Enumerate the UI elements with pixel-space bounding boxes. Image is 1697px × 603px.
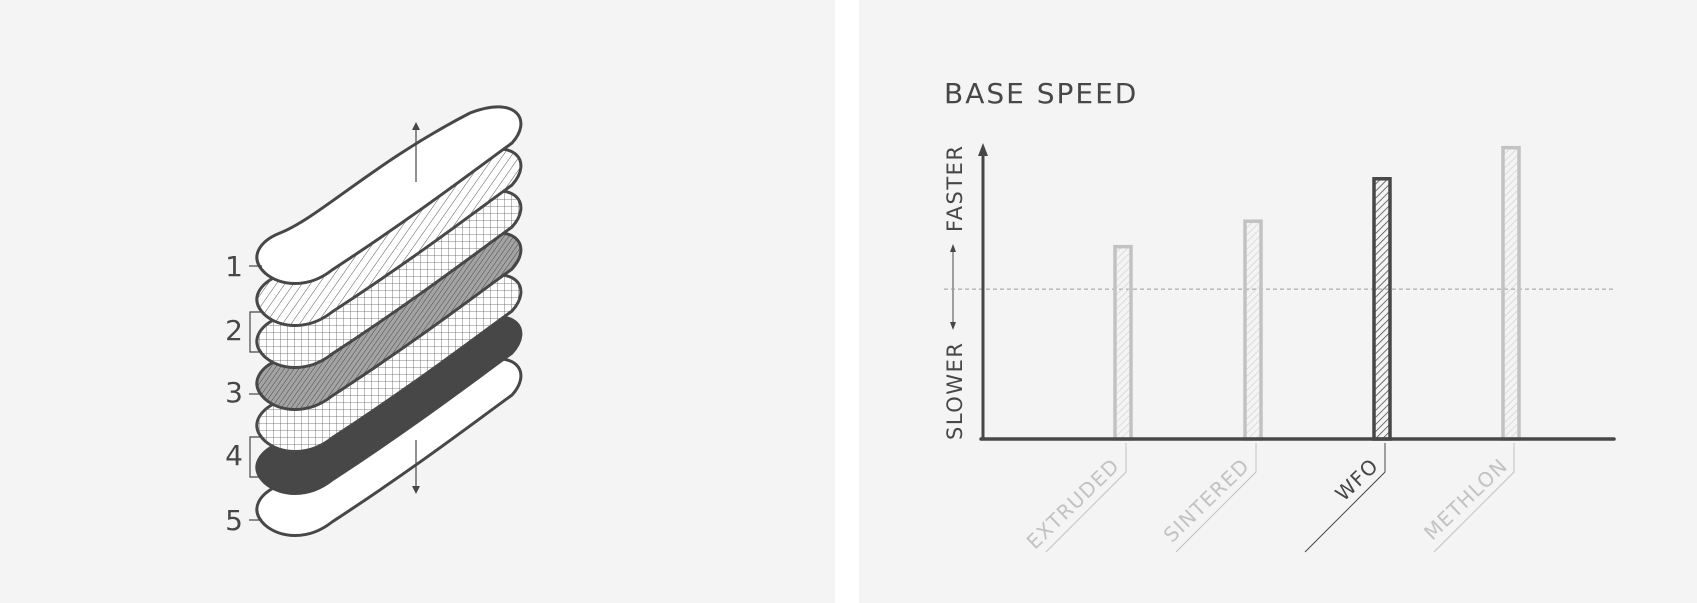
label-leader-wfo (1304, 443, 1386, 553)
bars-layer (1113, 145, 1521, 441)
down-arrow-icon (412, 440, 420, 494)
base-speed-chart-panel: BASE SPEED FASTER SLOWER EXTRUDED SINTERE… (859, 0, 1697, 603)
layer-diagram-panel: 1 2 3 4 5 (0, 0, 835, 603)
bar-wfo (1372, 177, 1392, 441)
layer-label-4: 4 (225, 439, 243, 472)
up-down-arrow-icon (950, 244, 956, 330)
layer-label-2: 2 (225, 314, 243, 347)
category-label-methlon: METHLON (1419, 453, 1512, 544)
bar-methlon (1501, 145, 1521, 441)
bar-extruded (1113, 244, 1133, 441)
label-leader-sintered (1175, 443, 1257, 553)
category-label-extruded: EXTRUDED (1022, 453, 1125, 553)
category-label-wfo: WFO (1330, 453, 1383, 505)
label-leader-extruded (1045, 443, 1127, 553)
y-label-faster: FASTER (943, 144, 967, 232)
label-leaders (249, 265, 262, 521)
chart-title: BASE SPEED (944, 77, 1138, 110)
layer-label-3: 3 (225, 376, 243, 409)
y-label-slower: SLOWER (943, 342, 967, 440)
layer-label-5: 5 (225, 504, 243, 537)
bar-sintered (1243, 219, 1263, 441)
label-leader-methlon (1433, 443, 1515, 553)
base-speed-chart: BASE SPEED FASTER SLOWER EXTRUDED SINTERE… (943, 77, 1616, 554)
category-labels-layer: EXTRUDED SINTERED WFO METHLON (1022, 443, 1515, 554)
layer-stack-illustration: 1 2 3 4 5 (225, 105, 523, 537)
category-label-sintered: SINTERED (1159, 453, 1255, 547)
y-axis (978, 143, 988, 439)
layer-label-1: 1 (225, 250, 243, 283)
up-arrow-icon (412, 122, 420, 182)
